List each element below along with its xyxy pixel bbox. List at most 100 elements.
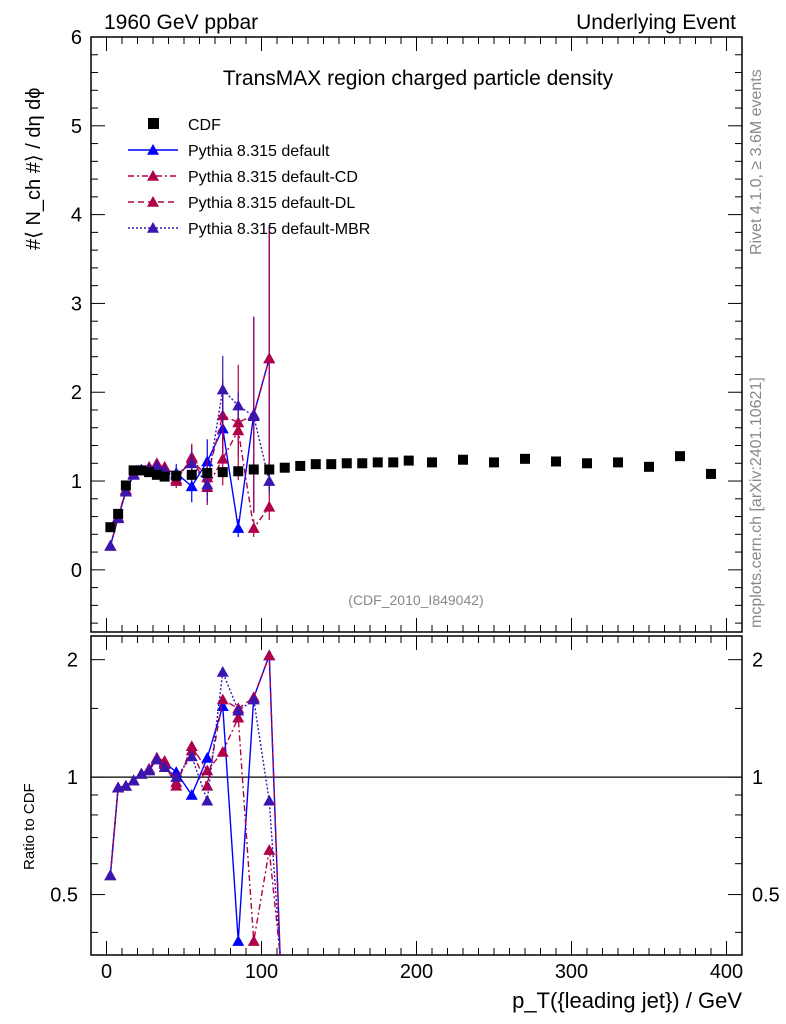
cdf-data-point: [372, 457, 383, 468]
data-point: [185, 480, 198, 492]
series-line: [109, 358, 270, 547]
cdf-data-point: [357, 458, 368, 469]
ratio-point: [185, 744, 198, 756]
ratio-point: [170, 771, 183, 782]
data-point: [232, 416, 245, 428]
cdf-data-point: [151, 469, 162, 480]
cdf-data-point: [136, 465, 147, 476]
data-point: [201, 478, 214, 490]
legend-label: CDF: [188, 117, 221, 134]
cdf-data-point: [217, 467, 228, 478]
legend-label: Pythia 8.315 default-DL: [188, 195, 355, 212]
cdf-data-point: [144, 467, 155, 478]
cdf-data-point: [310, 459, 321, 470]
ratio-point: [263, 794, 276, 806]
ratio-point: [185, 750, 198, 762]
ratio-point: [185, 788, 198, 800]
cdf-data-point: [341, 458, 352, 469]
ratio-point: [201, 751, 214, 763]
ratio-point: [232, 704, 245, 716]
data-point: [232, 399, 245, 411]
legend-entry: Pythia 8.315 default-CD: [128, 169, 358, 186]
cdf-data-point: [159, 471, 170, 482]
series-pythia-8-315-default-mbr: [104, 355, 276, 551]
y-tick-label-top: 4: [71, 205, 82, 227]
legend-label: Pythia 8.315 default: [188, 143, 330, 160]
ratio-point: [232, 711, 245, 723]
axis-ticks: 0 100 200 300 400 0 1 2 3 4 5 6 0.5 0.5 1 1 2 2: [50, 27, 780, 983]
y-tick-label-top: 1: [71, 471, 82, 493]
ratio-point: [119, 779, 132, 791]
x-tick-label: 300: [555, 961, 588, 983]
cdf-data-point: [279, 462, 290, 473]
legend-entry: Pythia 8.315 default: [128, 143, 330, 160]
ratio-line: [109, 671, 281, 956]
x-tick-label: 0: [101, 961, 112, 983]
ratio-point: [216, 693, 229, 705]
mcplots-label: mcplots.cern.ch [arXiv:2401.10621]: [748, 377, 765, 628]
ratio-point: [135, 767, 148, 779]
cdf-data-point: [551, 456, 561, 467]
x-axis-label: p_T({leading jet}) / GeV: [512, 988, 742, 1013]
data-point: [247, 522, 260, 533]
cdf-data-point: [458, 454, 468, 465]
cdf-data-point: [113, 508, 124, 519]
y-axis-label-top: #⟨ N_ch #⟩ / dη dϕ: [23, 88, 45, 250]
y-tick-label-bottom: 1: [67, 767, 78, 789]
y-tick-label-top: 0: [71, 560, 82, 582]
ratio-point: [150, 753, 163, 765]
cdf-data-point: [171, 470, 182, 481]
legend-entry: Pythia 8.315 default-DL: [128, 195, 355, 212]
ratio-point: [216, 665, 229, 677]
legend-label: Pythia 8.315 default-MBR: [188, 221, 370, 238]
cdf-data-point: [120, 480, 131, 491]
y-tick-label-bottom-right: 1: [752, 767, 763, 789]
cdf-data-point: [427, 457, 437, 468]
ratio-point: [158, 761, 171, 773]
ratio-point: [127, 774, 140, 786]
cdf-data-point: [706, 468, 716, 479]
ratio-point: [143, 764, 156, 776]
y-tick-label-bottom: 0.5: [50, 885, 78, 907]
chart-title: TransMAX region charged particle density: [223, 67, 614, 90]
cdf-data-point: [675, 451, 685, 462]
legend-marker: [147, 170, 159, 181]
y-tick-label-top: 5: [71, 116, 82, 138]
cdf-data-point: [128, 465, 139, 476]
cdf-data-point: [248, 464, 259, 475]
series-line: [109, 358, 270, 547]
legend-entry: Pythia 8.315 default-MBR: [128, 221, 370, 238]
y-tick-label-bottom: 2: [67, 650, 78, 672]
y-tick-label-top: 2: [71, 382, 82, 404]
cdf-data-point: [326, 459, 337, 470]
analysis-id: (CDF_2010_I849042): [348, 592, 483, 608]
ratio-point: [201, 779, 214, 791]
cdf-data-point: [202, 468, 213, 479]
cdf-data-point: [520, 453, 530, 464]
ratio-point: [232, 935, 245, 946]
cdf-data-point: [233, 466, 244, 477]
cdf-data-point: [186, 469, 197, 480]
ratio-point: [247, 935, 260, 946]
cdf-data-point: [295, 460, 306, 471]
data-point: [232, 522, 245, 533]
cdf-data-point: [264, 464, 275, 475]
y-tick-label-top: 6: [71, 27, 82, 49]
cdf-data-point: [105, 522, 116, 533]
x-tick-label: 200: [400, 961, 433, 983]
data-point: [185, 457, 198, 469]
cdf-data-point: [644, 461, 654, 472]
ratio-point: [263, 649, 276, 661]
header-left: 1960 GeV ppbar: [104, 11, 258, 34]
ratio-point: [216, 745, 229, 757]
ratio-point: [247, 693, 260, 705]
data-point: [263, 352, 276, 364]
ratio-point: [104, 869, 117, 881]
y-tick-label-bottom-right: 2: [752, 650, 763, 672]
cdf-data-point: [613, 457, 623, 468]
data-point: [104, 539, 117, 551]
cdf-data-point: [582, 458, 592, 469]
data-point: [263, 475, 276, 486]
ratio-point: [201, 794, 214, 806]
